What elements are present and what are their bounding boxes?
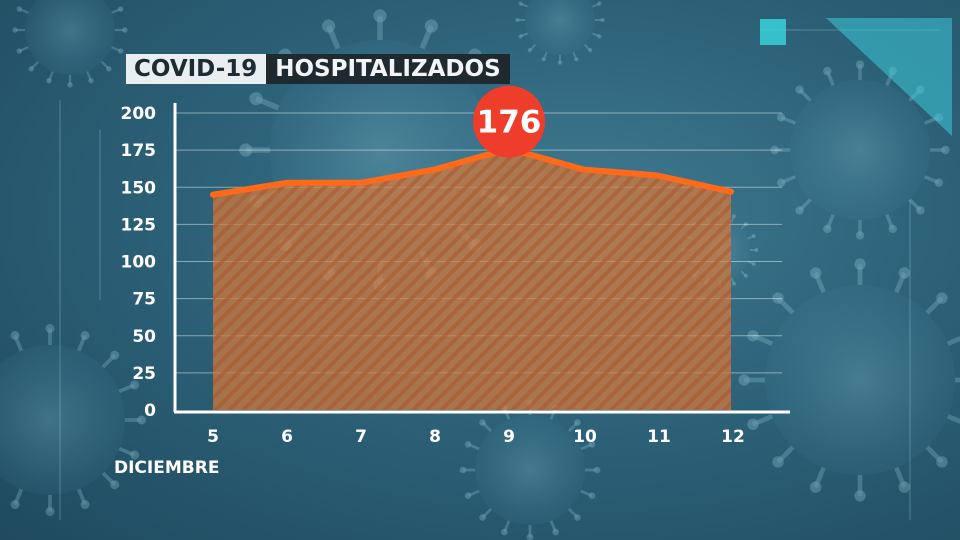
chart-title: COVID-19 HOSPITALIZADOS [126,54,510,84]
x-tick-label: 10 [573,427,597,447]
x-tick-label: 8 [429,427,441,447]
peak-badge [473,85,545,158]
y-tick-label: 0 [144,401,156,421]
data-point [582,168,584,170]
x-tick-label: 12 [721,427,745,447]
x-tick-label: 6 [281,427,293,447]
data-point [434,168,436,170]
series-area [213,148,731,410]
x-tick-label: 11 [647,427,671,447]
virus-shape [738,258,960,502]
decor-square [760,19,786,45]
y-tick-label: 200 [121,104,157,124]
virus-shape [459,399,601,540]
data-point [286,182,288,184]
peak-label: 176 [477,105,542,141]
y-tick-label: 150 [121,178,157,198]
decor-triangle [826,18,952,136]
virus-shape [12,0,128,88]
y-tick-label: 50 [132,327,156,347]
title-tag: COVID-19 [126,54,267,84]
data-point [212,194,214,196]
x-tick-label: 9 [503,427,515,447]
y-tick-label: 175 [121,141,157,161]
data-point [730,191,732,193]
x-tick-label: 7 [355,427,367,447]
x-tick-label: 5 [207,427,219,447]
y-tick-label: 125 [121,215,157,235]
series-line [210,145,734,198]
data-point [360,182,362,184]
title-text: HOSPITALIZADOS [266,54,510,84]
virus-shape [515,0,605,65]
data-point [656,174,658,176]
y-tick-label: 25 [132,364,156,384]
virus-shape [0,324,146,516]
x-axis-label: DICIEMBRE [114,458,220,478]
y-tick-label: 100 [121,253,157,273]
y-tick-label: 75 [132,290,156,310]
